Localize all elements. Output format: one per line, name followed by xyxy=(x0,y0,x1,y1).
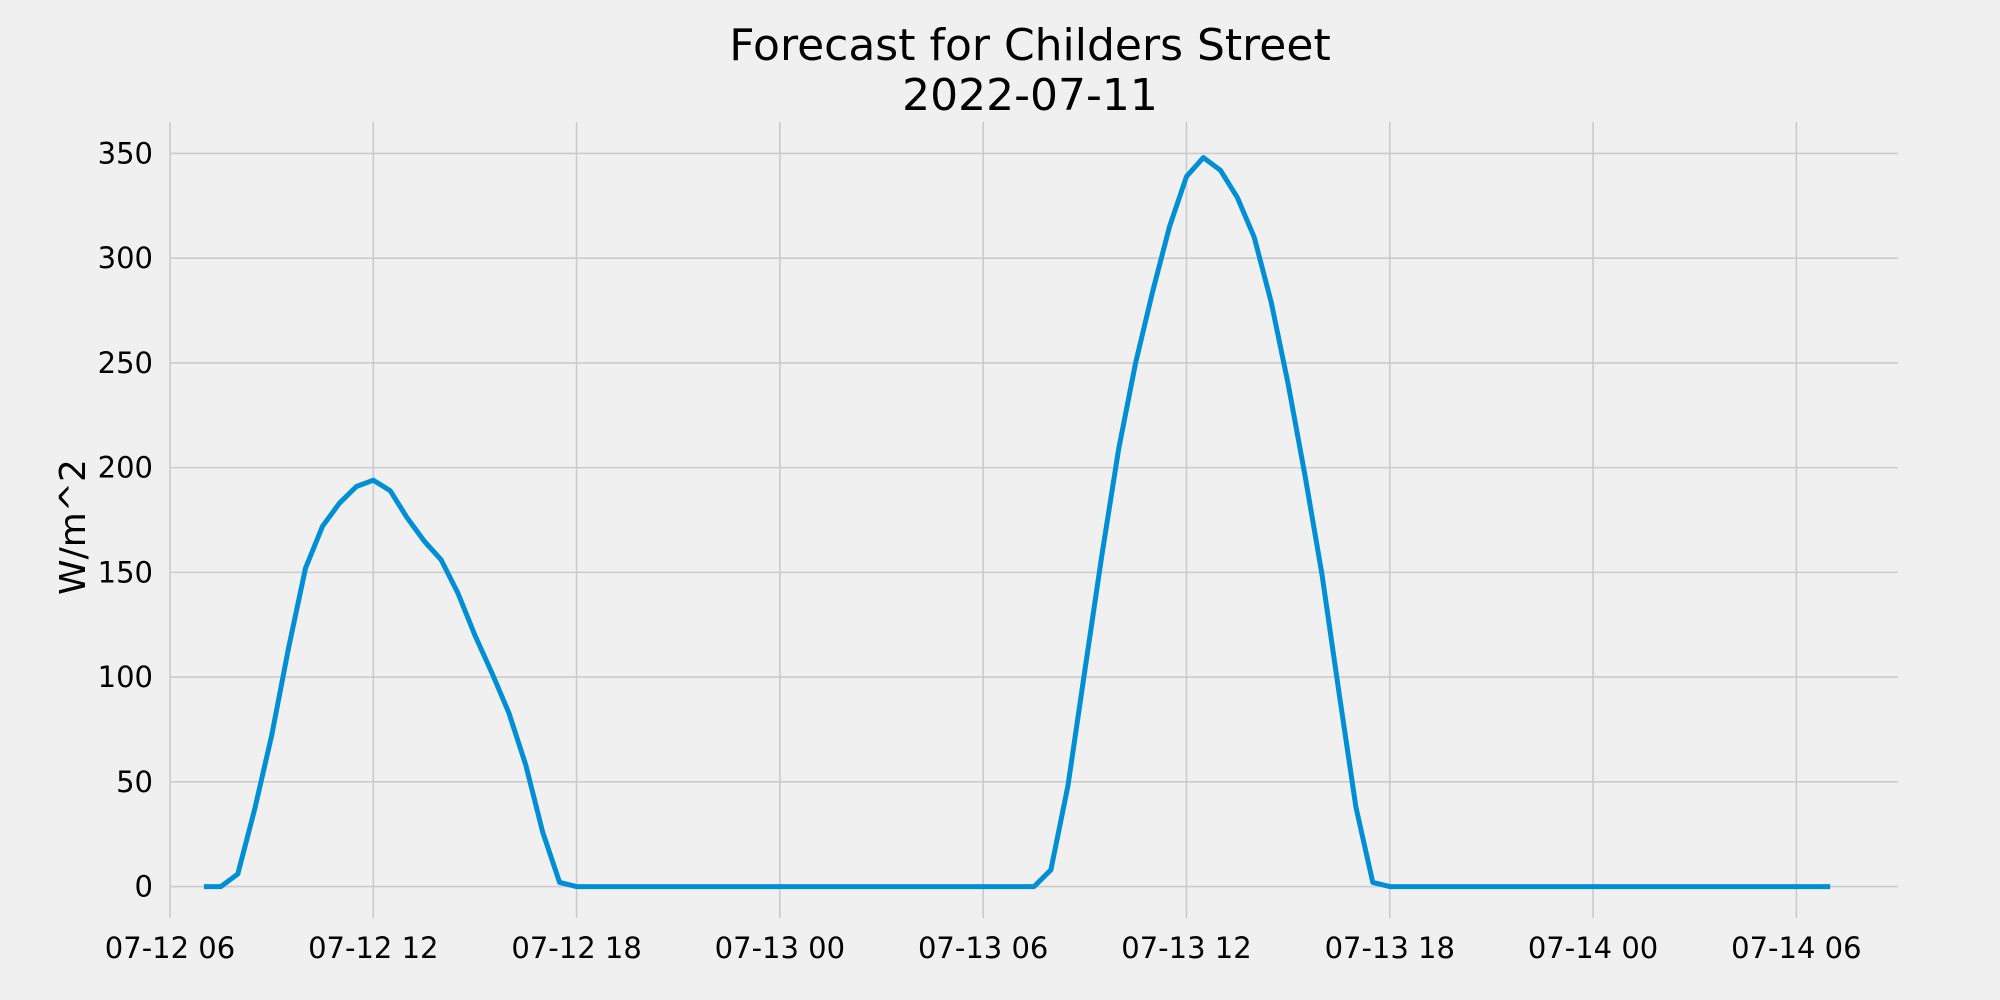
y-tick-label: 0 xyxy=(135,870,153,904)
y-tick-label: 50 xyxy=(116,765,153,799)
y-axis-label: W/m^2 xyxy=(53,459,94,595)
x-tick-label: 07-13 18 xyxy=(1325,931,1455,965)
y-tick-label: 350 xyxy=(98,136,153,170)
y-tick-labels: 0 50 100 150 200 250 300 350 xyxy=(98,136,153,903)
x-tick-label: 07-12 18 xyxy=(511,931,641,965)
y-tick-label: 300 xyxy=(98,241,153,275)
x-tick-label: 07-12 06 xyxy=(105,931,235,965)
y-tick-label: 250 xyxy=(98,346,153,380)
x-tick-label: 07-13 06 xyxy=(918,931,1048,965)
y-tick-label: 200 xyxy=(98,451,153,485)
series-line xyxy=(203,155,1831,890)
x-tick-label: 07-14 06 xyxy=(1731,931,1861,965)
y-gridlines xyxy=(170,152,1898,888)
series-layer xyxy=(203,155,1831,890)
y-tick-label: 100 xyxy=(98,660,153,694)
y-tick-label: 150 xyxy=(98,555,153,589)
chart-title: Forecast for Childers Street xyxy=(729,20,1330,71)
chart-subtitle: 2022-07-11 xyxy=(902,70,1158,121)
x-gridlines xyxy=(169,122,1798,918)
x-tick-labels: 07-12 06 07-12 12 07-12 18 07-13 00 07-13 06… xyxy=(105,931,1862,965)
x-tick-label: 07-13 12 xyxy=(1121,931,1251,965)
x-tick-label: 07-13 00 xyxy=(715,931,845,965)
x-tick-label: 07-12 12 xyxy=(308,931,438,965)
x-tick-label: 07-14 00 xyxy=(1528,931,1658,965)
